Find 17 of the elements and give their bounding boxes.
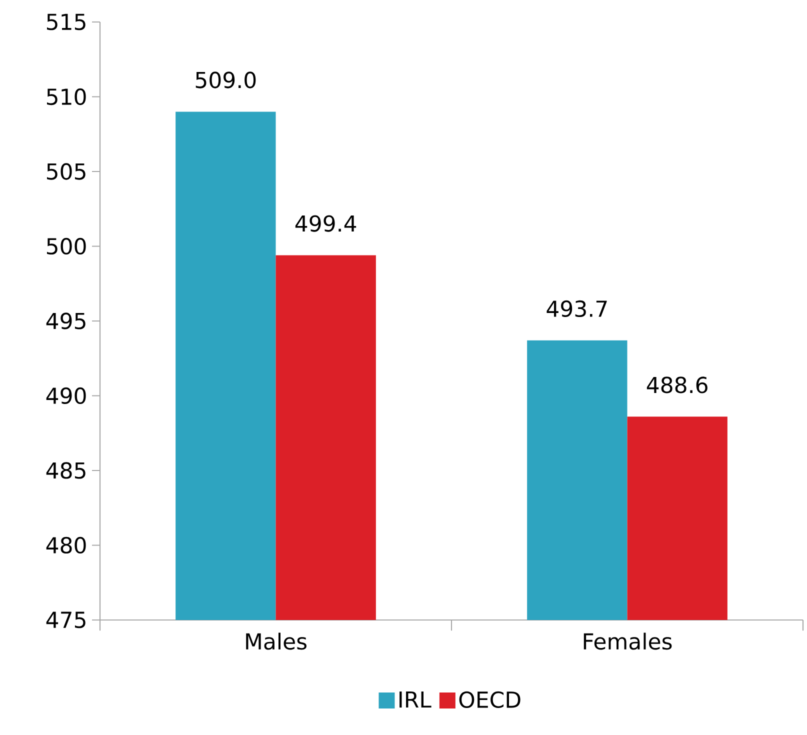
x-tick-label: Females — [584, 632, 672, 650]
y-tick-label: 495 — [46, 312, 86, 330]
data-label: 509.0 — [196, 72, 256, 88]
x-tick-label: Males — [246, 632, 306, 650]
y-tick-label: 510 — [46, 88, 86, 106]
y-tick-label: 500 — [46, 238, 86, 255]
y-tick-label: 480 — [46, 536, 86, 554]
data-label: 488.6 — [646, 376, 708, 394]
legend-label: IRL — [400, 692, 432, 708]
y-tick-label: 505 — [46, 163, 86, 180]
legend-label: OECD — [459, 691, 520, 708]
data-label: 499.4 — [295, 215, 356, 232]
data-label: 493.7 — [546, 300, 607, 318]
y-tick-label: 490 — [46, 387, 86, 404]
y-tick-label: 515 — [46, 14, 86, 30]
y-tick-label: 485 — [46, 462, 86, 479]
y-tick-label: 475 — [46, 612, 86, 628]
